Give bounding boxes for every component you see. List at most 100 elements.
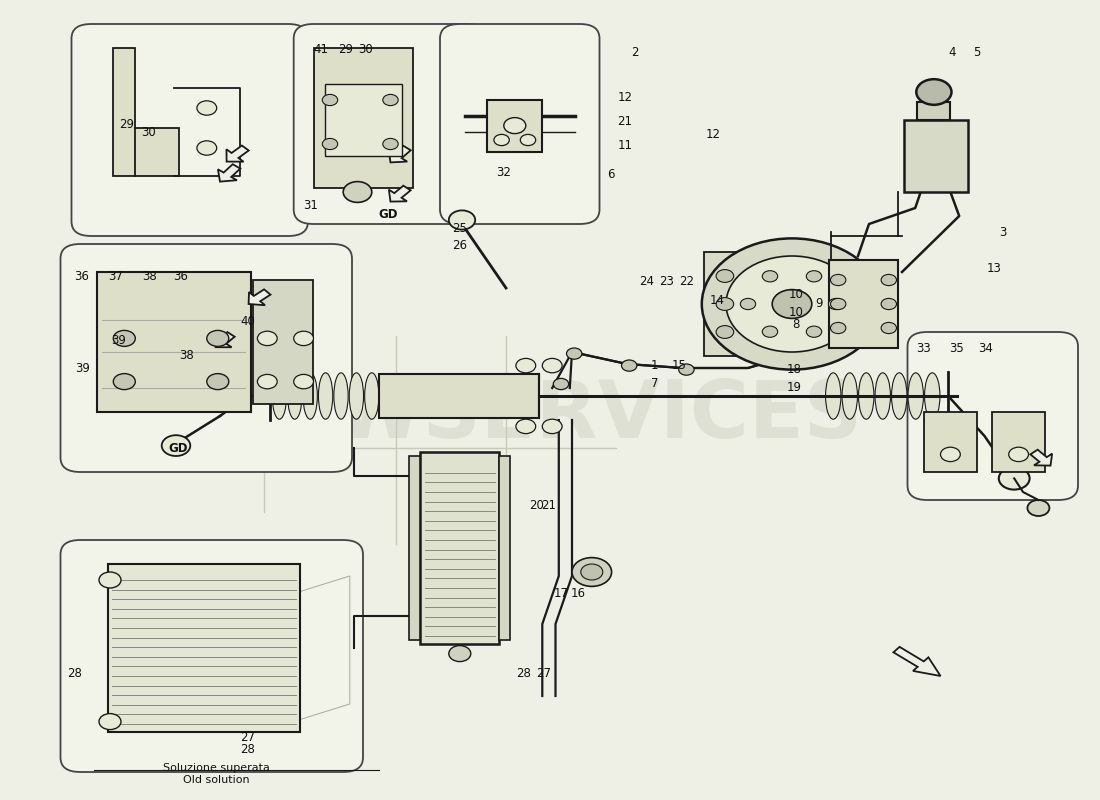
Circle shape xyxy=(197,141,217,155)
Bar xyxy=(829,260,898,348)
FancyBboxPatch shape xyxy=(60,540,363,772)
Text: 21: 21 xyxy=(541,499,557,512)
Bar xyxy=(379,374,539,418)
Bar xyxy=(992,412,1045,472)
FancyArrow shape xyxy=(227,146,249,162)
Circle shape xyxy=(830,274,846,286)
Ellipse shape xyxy=(908,373,923,419)
Circle shape xyxy=(504,118,526,134)
FancyArrow shape xyxy=(893,647,940,676)
Circle shape xyxy=(113,374,135,390)
Circle shape xyxy=(581,564,603,580)
Circle shape xyxy=(162,435,190,456)
Circle shape xyxy=(828,298,844,310)
Ellipse shape xyxy=(272,373,286,419)
Circle shape xyxy=(383,138,398,150)
Ellipse shape xyxy=(287,373,301,419)
Circle shape xyxy=(806,270,822,282)
Text: 19: 19 xyxy=(786,381,802,394)
Circle shape xyxy=(679,364,694,375)
Circle shape xyxy=(257,331,277,346)
Text: 27: 27 xyxy=(536,667,551,680)
Circle shape xyxy=(343,182,372,202)
Bar xyxy=(324,84,402,156)
Circle shape xyxy=(294,331,313,346)
Text: 33: 33 xyxy=(916,342,932,355)
Text: 1: 1 xyxy=(651,359,658,372)
Bar xyxy=(253,280,313,404)
Circle shape xyxy=(572,558,612,586)
Circle shape xyxy=(702,238,882,370)
Circle shape xyxy=(207,374,229,390)
Text: 27: 27 xyxy=(240,731,255,744)
Circle shape xyxy=(542,358,562,373)
Circle shape xyxy=(830,322,846,334)
Circle shape xyxy=(830,298,846,310)
Bar xyxy=(314,48,412,188)
Text: 4: 4 xyxy=(949,46,956,58)
Circle shape xyxy=(716,326,734,338)
Circle shape xyxy=(449,210,475,230)
Text: 18: 18 xyxy=(786,363,802,376)
Text: 34: 34 xyxy=(978,342,993,355)
Text: 2: 2 xyxy=(631,46,638,58)
Text: 13: 13 xyxy=(987,262,1002,274)
Circle shape xyxy=(257,374,277,389)
Bar xyxy=(917,102,950,120)
Circle shape xyxy=(1009,447,1028,462)
FancyArrow shape xyxy=(389,186,410,202)
Circle shape xyxy=(940,447,960,462)
Circle shape xyxy=(197,101,217,115)
Ellipse shape xyxy=(364,373,378,419)
Text: 23: 23 xyxy=(659,275,674,288)
Text: 3: 3 xyxy=(1000,226,1006,238)
FancyBboxPatch shape xyxy=(908,332,1078,500)
Bar xyxy=(97,272,251,412)
Text: 36: 36 xyxy=(74,270,89,283)
Circle shape xyxy=(762,270,778,282)
Circle shape xyxy=(322,94,338,106)
Text: 39: 39 xyxy=(75,362,90,374)
Circle shape xyxy=(99,714,121,730)
Text: 29: 29 xyxy=(119,118,134,130)
Circle shape xyxy=(762,326,778,338)
Circle shape xyxy=(621,360,637,371)
Bar xyxy=(904,120,968,192)
Circle shape xyxy=(772,290,812,318)
Text: 15: 15 xyxy=(671,359,686,372)
Text: GIWSERVICES: GIWSERVICES xyxy=(238,377,862,455)
Text: 28: 28 xyxy=(240,743,255,756)
Text: 12: 12 xyxy=(617,91,632,104)
Text: 6: 6 xyxy=(607,168,614,181)
Text: 17: 17 xyxy=(553,587,569,600)
Text: 28: 28 xyxy=(516,667,531,680)
Circle shape xyxy=(999,467,1030,490)
Text: 28: 28 xyxy=(67,667,82,680)
Ellipse shape xyxy=(319,373,332,419)
Ellipse shape xyxy=(304,373,317,419)
Ellipse shape xyxy=(891,373,906,419)
Circle shape xyxy=(494,134,509,146)
Bar xyxy=(704,252,746,356)
FancyBboxPatch shape xyxy=(72,24,308,236)
Text: 21: 21 xyxy=(617,115,632,128)
Text: 39: 39 xyxy=(111,334,126,346)
Text: 16: 16 xyxy=(571,587,586,600)
Circle shape xyxy=(516,419,536,434)
FancyArrow shape xyxy=(213,332,234,347)
Bar xyxy=(924,412,977,472)
Circle shape xyxy=(740,298,756,310)
Circle shape xyxy=(113,330,135,346)
Circle shape xyxy=(99,572,121,588)
FancyBboxPatch shape xyxy=(294,24,486,224)
Text: 40: 40 xyxy=(240,315,255,328)
Text: 22: 22 xyxy=(679,275,694,288)
Bar xyxy=(487,100,542,152)
Text: 30: 30 xyxy=(141,126,156,138)
Ellipse shape xyxy=(843,373,858,419)
Text: 12: 12 xyxy=(705,128,720,141)
Ellipse shape xyxy=(876,373,891,419)
Bar xyxy=(420,452,499,644)
Text: 8: 8 xyxy=(793,318,800,330)
Text: Old solution: Old solution xyxy=(184,775,250,785)
